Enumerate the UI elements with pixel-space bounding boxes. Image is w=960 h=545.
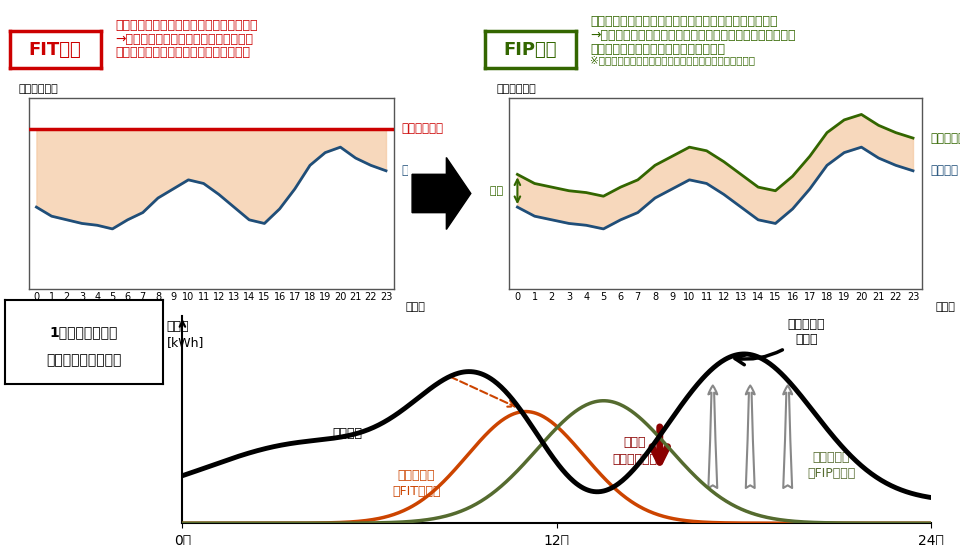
Text: （時）: （時） xyxy=(406,301,425,312)
Text: 価格が一定で、収入はいつ発電しても同じ: 価格が一定で、収入はいつ発電しても同じ xyxy=(115,19,257,32)
Text: 補助額（プレミアム）が一定で、収入は市場価格に連動: 補助額（プレミアム）が一定で、収入は市場価格に連動 xyxy=(590,15,778,28)
Text: 市場価格: 市場価格 xyxy=(401,164,429,177)
Text: FIT制度: FIT制度 xyxy=(29,40,82,59)
Text: ※補助額は、市場価格の水準にあわせて一定の頻度で更新: ※補助額は、市場価格の水準にあわせて一定の頻度で更新 xyxy=(590,56,756,65)
Text: 1日の電力需要と: 1日の電力需要と xyxy=(50,325,118,339)
FancyArrow shape xyxy=(412,158,470,229)
Text: 補助後の価格: 補助後の価格 xyxy=(401,123,444,136)
Text: →　需要ピーク時（市場価格が高い）に: → 需要ピーク時（市場価格が高い）に xyxy=(115,33,253,46)
Text: 供給量を増やすインセンティブあり: 供給量を増やすインセンティブあり xyxy=(590,43,726,56)
Text: 夕方に需要
ピーク: 夕方に需要 ピーク xyxy=(735,318,826,365)
Text: 太陽光発電の供給量: 太陽光発電の供給量 xyxy=(46,354,122,367)
Text: （売電価格）: （売電価格） xyxy=(18,84,58,94)
Text: 電力需要: 電力需要 xyxy=(332,427,362,440)
Text: 電力量
[kWh]: 電力量 [kWh] xyxy=(167,320,204,349)
Text: 市場価格: 市場価格 xyxy=(930,164,958,177)
Text: 補助後の価格: 補助後の価格 xyxy=(930,131,960,144)
Text: →　需要ピーク時（市場価格が高い）に蓄電池の活用などで: → 需要ピーク時（市場価格が高い）に蓄電池の活用などで xyxy=(590,29,796,42)
Text: 供給量を増やすインセンティブなし: 供給量を増やすインセンティブなし xyxy=(115,46,251,59)
Text: 夕方に
発電量が減少: 夕方に 発電量が減少 xyxy=(612,436,658,466)
Text: プレミアム: プレミアム xyxy=(470,186,504,196)
Text: 電力供給量
（FIP制度）: 電力供給量 （FIP制度） xyxy=(807,451,855,480)
Text: （売電価格）: （売電価格） xyxy=(496,84,537,94)
Text: FIP制度: FIP制度 xyxy=(504,40,557,59)
Text: （時）: （時） xyxy=(935,301,955,312)
Text: 電力供給量
（FIT制度）: 電力供給量 （FIT制度） xyxy=(392,469,441,498)
